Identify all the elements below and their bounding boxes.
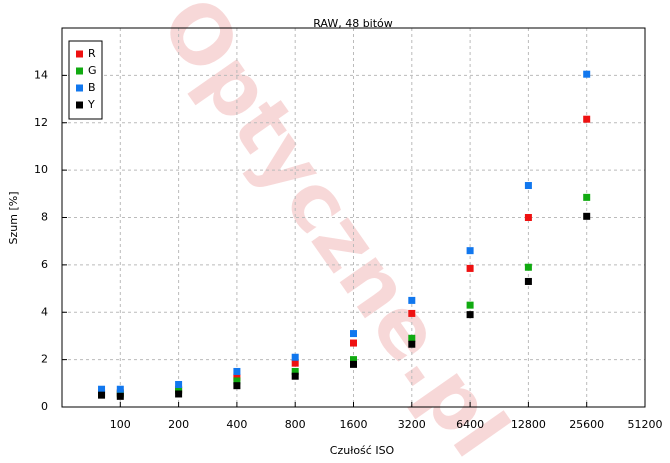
y-tick-label: 2 (41, 353, 48, 366)
y-tick-label: 10 (34, 163, 48, 176)
legend-swatch (76, 50, 83, 58)
point (175, 380, 183, 388)
point (524, 277, 532, 285)
point (233, 373, 241, 381)
point (583, 70, 591, 78)
point (583, 193, 591, 201)
x-tick-label: 800 (285, 418, 306, 431)
point (291, 359, 299, 367)
y-tick-label: 4 (41, 305, 48, 318)
x-tick-label: 6400 (456, 418, 484, 431)
legend-label: G (88, 64, 97, 77)
y-axis-label: Szum [%] (7, 192, 20, 245)
legend-label: Y (87, 98, 95, 111)
y-tick-label: 14 (34, 68, 48, 81)
y-tick-label: 0 (41, 400, 48, 413)
point (466, 264, 474, 272)
legend-label: B (88, 81, 96, 94)
x-tick-label: 25600 (569, 418, 604, 431)
x-tick-label: 400 (226, 418, 247, 431)
point (466, 311, 474, 319)
point (466, 247, 474, 255)
point (408, 309, 416, 317)
x-tick-label: 100 (110, 418, 131, 431)
point (583, 115, 591, 123)
x-tick-label: 200 (168, 418, 189, 431)
legend-swatch (76, 84, 83, 92)
point (233, 377, 241, 385)
point (408, 296, 416, 304)
plot-frame (61, 27, 646, 408)
point (350, 339, 357, 347)
point (233, 367, 241, 375)
point (175, 386, 183, 394)
point (408, 340, 416, 348)
x-tick-label: 12800 (511, 418, 546, 431)
point (350, 360, 357, 368)
point (175, 390, 183, 398)
point (116, 392, 124, 400)
point (116, 385, 124, 393)
legend-swatch (76, 101, 83, 109)
legend-box (68, 40, 103, 120)
point (524, 263, 532, 271)
point (350, 356, 357, 364)
point (408, 334, 416, 342)
chart-title: RAW, 48 bitów (313, 17, 393, 30)
y-tick-label: 8 (41, 211, 48, 224)
legend-label: R (88, 47, 96, 60)
point (98, 391, 106, 399)
point (98, 385, 106, 393)
y-tick-label: 12 (34, 116, 48, 129)
x-tick-label: 1600 (340, 418, 368, 431)
legend-swatch (76, 67, 83, 75)
point (524, 214, 532, 221)
point (583, 212, 591, 220)
point (291, 367, 299, 375)
point (291, 353, 299, 361)
point (350, 330, 357, 338)
point (524, 182, 532, 190)
y-tick-label: 6 (41, 258, 48, 271)
point (291, 372, 299, 380)
point (233, 382, 241, 390)
x-tick-label: 3200 (398, 418, 426, 431)
x-tick-label: 51200 (628, 418, 663, 431)
x-axis-label: Czułość ISO (330, 444, 395, 457)
point (466, 301, 474, 309)
